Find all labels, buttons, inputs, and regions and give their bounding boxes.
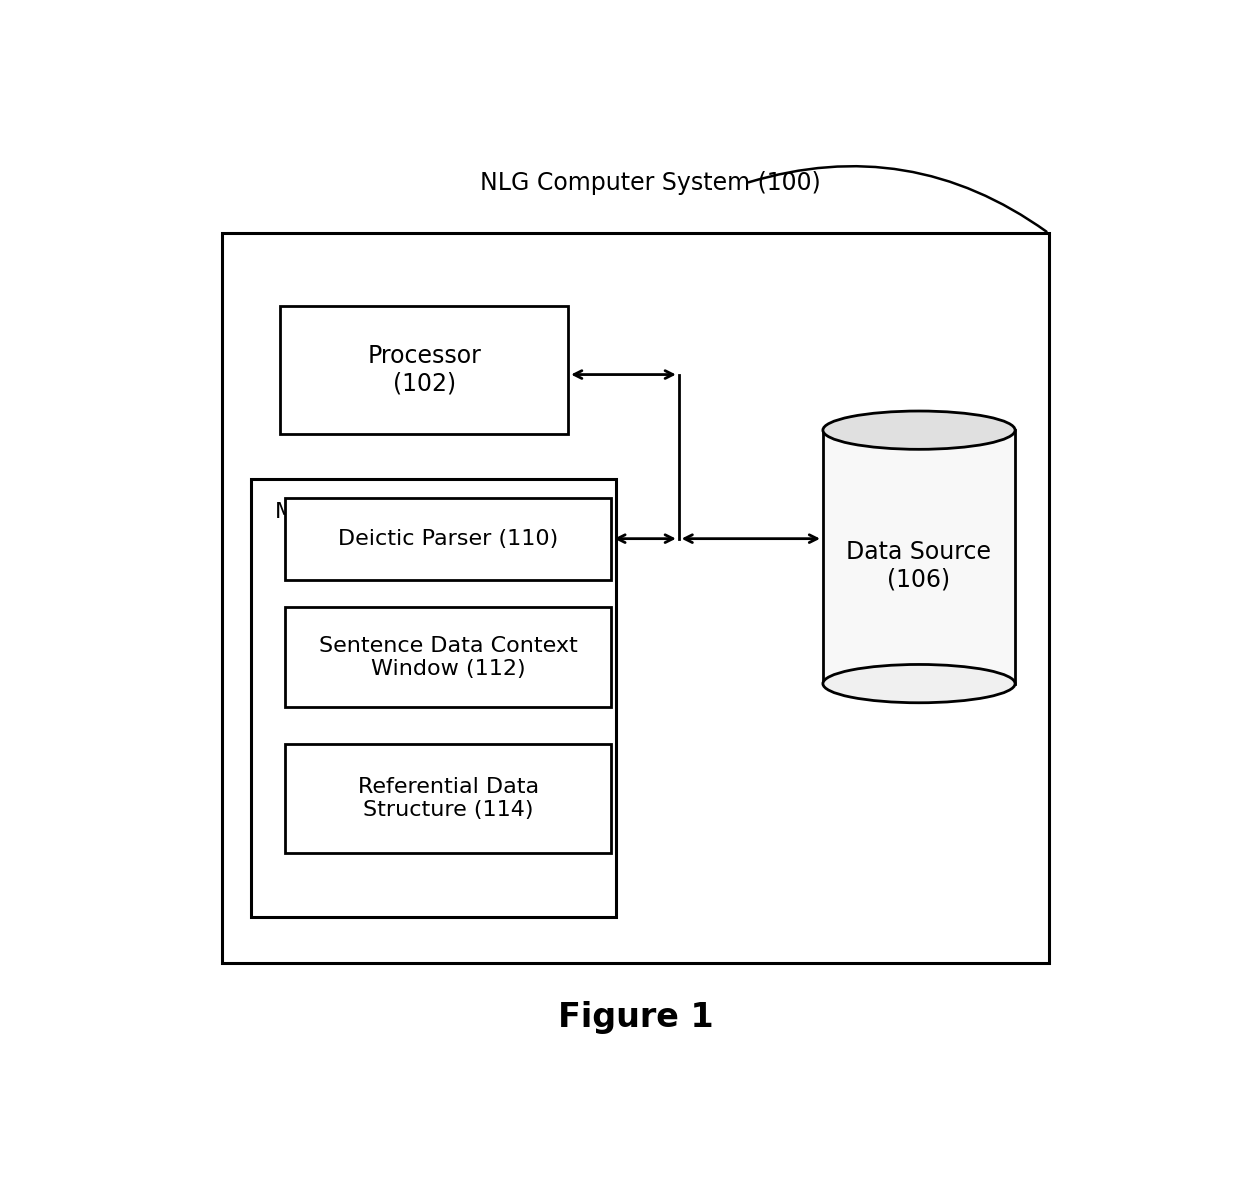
Bar <box>285 497 611 580</box>
Bar <box>222 233 1049 963</box>
Text: Processor
(102): Processor (102) <box>367 345 481 395</box>
Text: Data Source
(106): Data Source (106) <box>847 540 992 592</box>
Text: NLG Computer System (100): NLG Computer System (100) <box>480 172 821 195</box>
Text: Sentence Data Context
Window (112): Sentence Data Context Window (112) <box>319 636 578 678</box>
Bar <box>285 607 611 707</box>
Text: Deictic Parser (110): Deictic Parser (110) <box>339 529 558 548</box>
Bar <box>285 744 611 854</box>
Ellipse shape <box>823 664 1016 703</box>
Text: Memory (104): Memory (104) <box>275 502 433 522</box>
Bar <box>250 480 616 916</box>
Ellipse shape <box>823 411 1016 449</box>
Text: Referential Data
Structure (114): Referential Data Structure (114) <box>357 777 538 821</box>
Text: Figure 1: Figure 1 <box>558 1000 713 1034</box>
Bar <box>823 430 1016 683</box>
Bar <box>280 307 568 433</box>
